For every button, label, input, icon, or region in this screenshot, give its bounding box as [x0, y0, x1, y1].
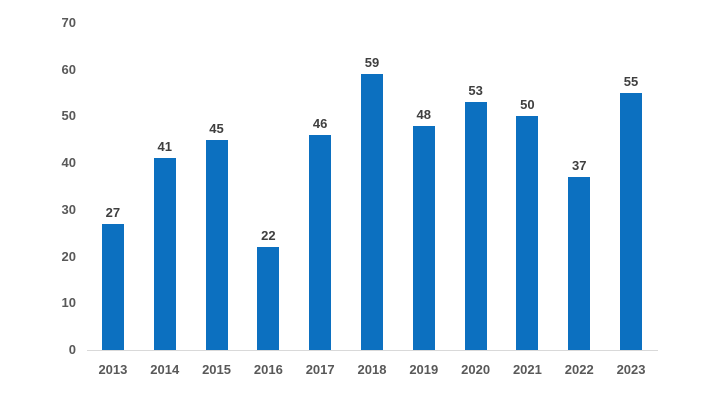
bar-group: 27 — [87, 23, 139, 350]
x-axis-tick-label: 2014 — [150, 362, 180, 377]
bar — [464, 102, 487, 350]
bar — [205, 140, 228, 350]
y-axis: 0 10 20 30 40 50 60 70 — [0, 0, 76, 403]
bar-value-label: 46 — [312, 116, 328, 131]
y-axis-tick-label: 10 — [61, 295, 76, 311]
bar-group: 59 — [346, 23, 398, 350]
bar-group: 55 — [605, 23, 657, 350]
x-axis-tick-label: 2018 — [357, 362, 387, 377]
y-axis-tick-label: 50 — [61, 108, 76, 124]
bar — [516, 116, 539, 350]
y-axis-tick-label: 20 — [61, 248, 76, 264]
bar — [620, 93, 643, 350]
bar-group: 45 — [191, 23, 243, 350]
x-axis-tick-label: 2021 — [512, 362, 542, 377]
x-axis-line — [87, 350, 658, 351]
x-axis-tick-label: 2013 — [98, 362, 128, 377]
y-axis-tick-label: 70 — [61, 15, 76, 30]
bar — [360, 74, 383, 350]
bar-value-label: 55 — [623, 74, 639, 89]
bar-value-label: 59 — [364, 55, 380, 70]
bar-value-label: 41 — [157, 139, 172, 154]
bar-value-label: 37 — [571, 158, 587, 173]
bar — [101, 224, 124, 350]
bar — [153, 158, 176, 350]
bar-value-label: 27 — [105, 205, 121, 220]
x-axis-tick-label: 2019 — [409, 362, 439, 377]
bar — [568, 177, 591, 350]
y-axis-tick-label: 60 — [61, 61, 76, 77]
y-axis-tick-label: 0 — [68, 342, 76, 357]
bar — [412, 126, 435, 350]
bar-value-label: 45 — [209, 121, 224, 136]
x-axis-tick-label: 2020 — [461, 362, 491, 377]
bar-group: 46 — [294, 23, 346, 350]
x-axis-tick-label: 2022 — [564, 362, 594, 377]
x-axis-tick-label: 2016 — [253, 362, 283, 377]
bar-value-label: 50 — [520, 97, 535, 112]
y-axis-tick-label: 30 — [61, 201, 76, 217]
bar — [257, 247, 280, 350]
bar-group: 37 — [553, 23, 605, 350]
x-axis-tick-label: 2015 — [202, 362, 231, 377]
bar-group: 48 — [398, 23, 450, 350]
plot-area: 27 41 45 22 46 59 48 53 50 37 55 — [87, 23, 657, 350]
bar-group: 41 — [139, 23, 191, 350]
bar-value-label: 53 — [468, 83, 483, 98]
x-axis-tick-label: 2017 — [305, 362, 335, 377]
bar-group: 53 — [450, 23, 502, 350]
bar-value-label: 22 — [261, 228, 276, 243]
x-axis: 2013 2014 2015 2016 2017 2018 2019 2020 2021 2022… — [87, 362, 657, 378]
bar-group: 22 — [242, 23, 294, 350]
x-axis-tick-label: 2023 — [616, 362, 646, 377]
bar — [309, 135, 332, 350]
bar-group: 50 — [502, 23, 554, 350]
bar-value-label: 48 — [416, 107, 432, 122]
y-axis-tick-label: 40 — [61, 155, 76, 171]
